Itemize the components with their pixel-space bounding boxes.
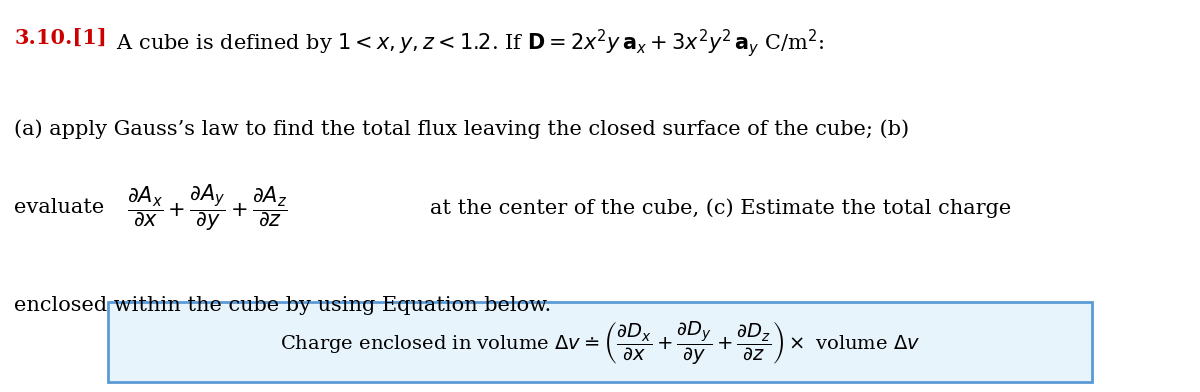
Text: (a) apply Gauss’s law to find the total flux leaving the closed surface of the c: (a) apply Gauss’s law to find the total … [14, 120, 910, 139]
Text: 3.10.[1]: 3.10.[1] [14, 27, 107, 47]
Text: evaluate: evaluate [14, 198, 104, 217]
Text: at the center of the cube, (c) Estimate the total charge: at the center of the cube, (c) Estimate … [430, 198, 1010, 218]
FancyBboxPatch shape [108, 302, 1092, 382]
Text: Charge enclosed in volume $\Delta v \doteq \left(\dfrac{\partial D_x}{\partial x: Charge enclosed in volume $\Delta v \dot… [280, 319, 920, 367]
Text: A cube is defined by $1 < x, y, z < 1.2$. If $\mathbf{D} = 2x^2y\,\mathbf{a}_x +: A cube is defined by $1 < x, y, z < 1.2$… [110, 27, 824, 60]
Text: enclosed within the cube by using Equation below.: enclosed within the cube by using Equati… [14, 296, 552, 315]
Text: $\dfrac{\partial A_x}{\partial x}+\dfrac{\partial A_y}{\partial y}+\dfrac{\parti: $\dfrac{\partial A_x}{\partial x}+\dfrac… [127, 182, 288, 233]
